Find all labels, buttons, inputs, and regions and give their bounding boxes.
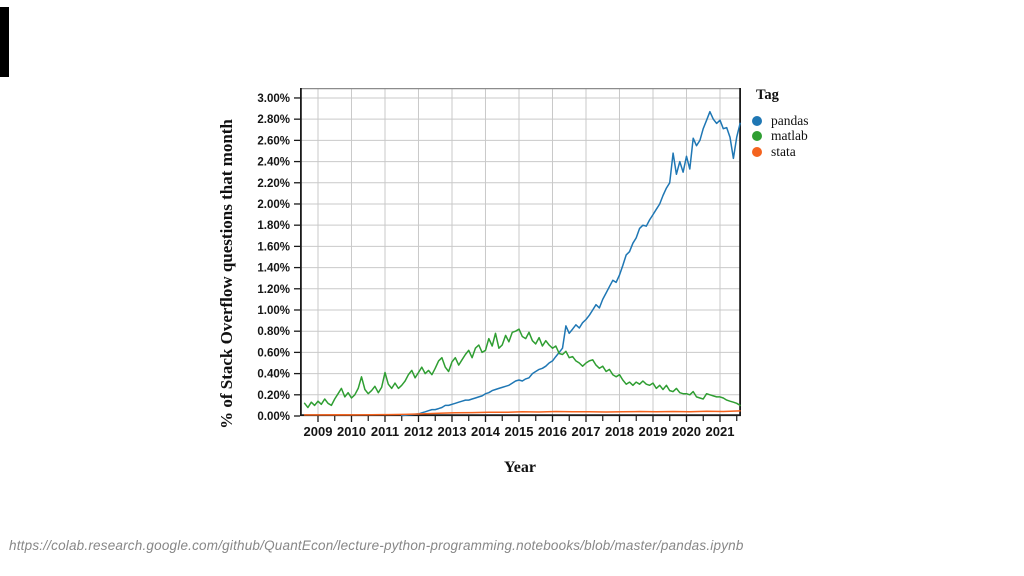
legend-label-matlab: matlab bbox=[771, 128, 808, 144]
x-tick-label: 2020 bbox=[672, 424, 701, 439]
series-line-pandas bbox=[400, 110, 741, 417]
y-tick-label: 0.20% bbox=[257, 390, 290, 402]
y-tick-label: 1.80% bbox=[257, 220, 290, 232]
legend: Tag pandas matlab stata bbox=[752, 87, 809, 160]
y-tick-label: 0.60% bbox=[257, 347, 290, 359]
x-tick-label: 2018 bbox=[605, 424, 634, 439]
series-line-matlab bbox=[303, 328, 741, 409]
x-tick-label: 2019 bbox=[639, 424, 668, 439]
y-tick-label: 0.00% bbox=[257, 411, 290, 423]
x-tick-label: 2011 bbox=[371, 424, 399, 439]
y-tick-label: 1.40% bbox=[257, 263, 290, 275]
source-url-caption: https://colab.research.google.com/github… bbox=[9, 538, 744, 553]
pandas-swatch-icon bbox=[752, 115, 762, 126]
legend-label-stata: stata bbox=[771, 143, 796, 159]
x-tick-label: 2015 bbox=[505, 424, 534, 439]
y-tick-label: 0.80% bbox=[257, 326, 290, 338]
legend-item-matlab: matlab bbox=[752, 128, 809, 145]
x-tick-label: 2013 bbox=[438, 424, 467, 439]
legend-title: Tag bbox=[756, 87, 779, 103]
y-tick-label: 3.00% bbox=[257, 93, 290, 105]
x-tick-label: 2016 bbox=[538, 424, 567, 439]
plot-area: 0.00% 0.20% 0.40% 0.60% 0.80% 1.00% 1.20% 1.40%… bbox=[257, 88, 742, 439]
legend-item-stata: stata bbox=[752, 144, 809, 160]
stata-swatch-icon bbox=[752, 146, 762, 157]
y-tick-label: 2.80% bbox=[257, 114, 290, 126]
left-edge-bar bbox=[0, 7, 9, 77]
y-tick-label: 2.00% bbox=[257, 199, 290, 211]
y-axis-title: % of Stack Overflow questions that month bbox=[217, 119, 236, 429]
y-tick-label: 2.40% bbox=[257, 157, 290, 169]
y-tick-label: 0.40% bbox=[257, 369, 290, 381]
y-tick-label: 1.60% bbox=[257, 241, 290, 253]
x-tick-label: 2009 bbox=[304, 424, 333, 439]
x-tick-label: 2012 bbox=[404, 424, 433, 439]
y-tick-label: 1.20% bbox=[257, 284, 290, 296]
series-line-stata bbox=[303, 410, 741, 416]
x-axis-title: Year bbox=[504, 459, 536, 476]
matlab-swatch-icon bbox=[752, 131, 762, 142]
y-tick-label: 2.20% bbox=[257, 178, 290, 190]
x-tick-label: 2017 bbox=[572, 424, 601, 439]
x-tick-label: 2014 bbox=[471, 424, 501, 439]
y-tick-label: 2.60% bbox=[257, 135, 290, 147]
legend-label-pandas: pandas bbox=[771, 112, 809, 128]
legend-item-pandas: pandas bbox=[752, 113, 809, 129]
x-tick-label: 2021 bbox=[706, 424, 735, 439]
x-tick-label: 2010 bbox=[337, 424, 366, 439]
y-tick-label: 1.00% bbox=[257, 305, 290, 317]
